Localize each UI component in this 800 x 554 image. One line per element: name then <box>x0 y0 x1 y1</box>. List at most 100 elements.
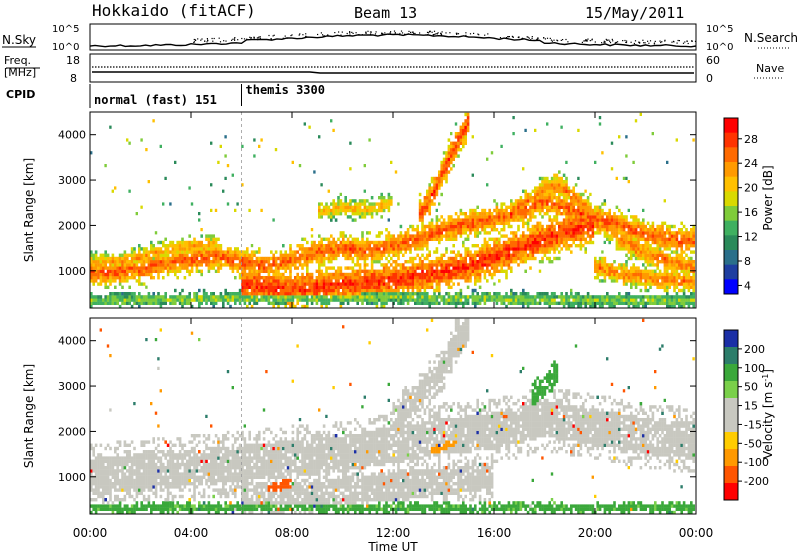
power-cell <box>522 202 525 206</box>
power-cell <box>625 301 628 305</box>
power-cell <box>644 285 647 289</box>
power-cell <box>325 212 328 216</box>
nsearch-point <box>374 33 377 35</box>
power-cell <box>430 192 434 197</box>
power-cell <box>486 266 489 270</box>
power-cell <box>428 266 431 270</box>
power-cell <box>385 250 388 254</box>
power-cell <box>668 266 671 270</box>
nsearch-point <box>586 40 588 42</box>
power-cell <box>505 234 508 238</box>
power-cell <box>634 282 638 286</box>
power-cell <box>339 240 343 245</box>
power-cell <box>298 256 302 261</box>
power-cell <box>385 205 388 209</box>
power-cell <box>620 215 623 219</box>
power-cell <box>536 295 539 299</box>
power-cell <box>637 231 640 235</box>
power-cell <box>366 247 369 251</box>
power-cell <box>591 218 595 222</box>
power-cell <box>654 237 657 241</box>
power-cell <box>334 244 338 248</box>
power-cell <box>651 253 655 257</box>
power-cell <box>550 292 554 296</box>
power-cell <box>188 298 191 302</box>
power-cell <box>469 212 472 216</box>
power-cell <box>241 295 244 299</box>
power-cell <box>466 221 470 225</box>
power-cell <box>560 292 563 296</box>
power-cell <box>418 247 422 251</box>
power-cell <box>464 253 467 257</box>
power-cell <box>123 253 127 257</box>
power-cell <box>330 285 333 289</box>
power-cell <box>637 250 640 254</box>
power-cell <box>195 266 199 270</box>
power-cell <box>346 240 350 245</box>
power-cell <box>565 224 568 229</box>
power-cell <box>651 276 655 280</box>
power-cell <box>416 224 419 229</box>
power-cell <box>358 272 362 277</box>
power-cell <box>224 135 227 139</box>
power-cell <box>289 250 292 254</box>
power-cell <box>411 256 415 261</box>
power-cell <box>656 247 659 251</box>
power-cell <box>133 256 136 261</box>
power-cell <box>375 212 379 216</box>
power-cell <box>222 250 225 254</box>
power-cell <box>550 260 554 264</box>
power-cell <box>289 282 292 286</box>
power-cell <box>586 292 590 296</box>
power-cell <box>298 253 302 257</box>
power-cell <box>507 301 511 305</box>
power-cell <box>428 298 431 302</box>
power-cell <box>409 269 412 273</box>
power-cell <box>354 285 357 289</box>
power-cell <box>90 253 93 257</box>
power-cell <box>378 269 381 273</box>
power-cell <box>555 215 559 219</box>
power-cell <box>483 228 487 232</box>
power-cell <box>462 260 465 264</box>
power-cell <box>318 260 321 264</box>
power-cell <box>421 208 424 213</box>
power-cell <box>351 240 355 245</box>
power-cell <box>615 295 619 299</box>
power-cell <box>116 272 119 277</box>
power-cell <box>603 202 607 206</box>
power-cell <box>207 260 211 264</box>
power-cell <box>536 208 539 213</box>
power-cell <box>526 199 530 203</box>
power-cell <box>354 292 357 296</box>
power-cell <box>150 247 153 251</box>
power-cell <box>493 269 496 273</box>
power-cell <box>358 288 362 293</box>
power-cell <box>210 260 213 264</box>
power-cell <box>318 263 321 267</box>
power-cell <box>555 173 559 177</box>
power-cell <box>608 221 611 225</box>
power-cell <box>414 292 417 296</box>
power-cell <box>385 202 388 206</box>
power-cell <box>356 269 359 273</box>
power-cell <box>231 263 235 267</box>
power-cell <box>94 250 98 254</box>
power-cell <box>318 282 321 286</box>
power-cell <box>668 224 671 229</box>
power-cell <box>164 244 167 248</box>
power-cell <box>476 260 479 264</box>
power-cell <box>387 285 391 289</box>
nsearch-point <box>250 37 252 39</box>
power-cell <box>109 292 112 296</box>
power-cell <box>478 295 482 299</box>
power-cell <box>325 266 328 270</box>
power-cell <box>219 250 223 254</box>
power-cell <box>387 292 391 296</box>
power-cell <box>488 218 491 222</box>
power-cell <box>435 228 439 232</box>
power-cell <box>255 279 259 283</box>
power-cell <box>526 237 530 241</box>
power-cell <box>378 202 381 206</box>
power-cell <box>495 240 499 245</box>
